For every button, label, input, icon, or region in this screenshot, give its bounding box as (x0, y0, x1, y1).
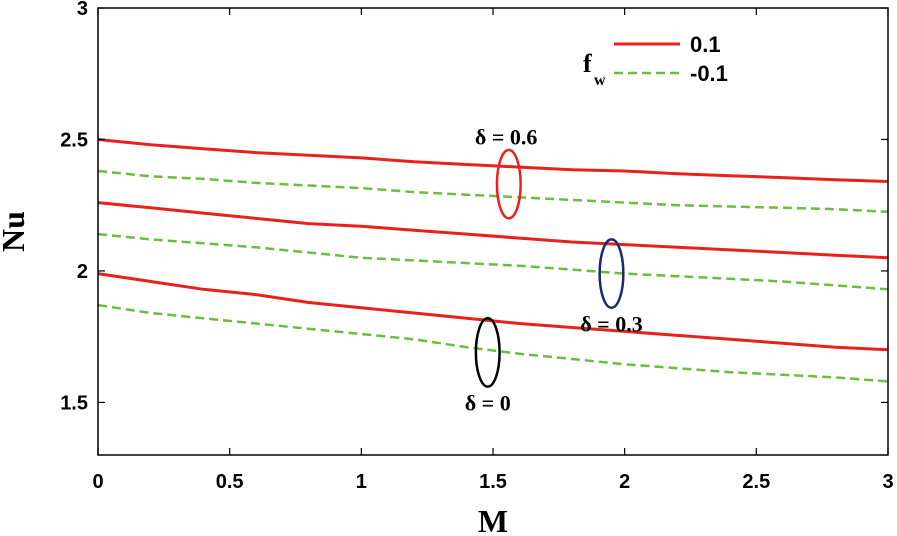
series-line-1 (97, 138, 889, 183)
y-tick-label: 1.5 (60, 392, 88, 414)
y-axis-label: Nu (0, 211, 31, 252)
x-axis-label: M (478, 503, 508, 536)
series-line-2 (97, 169, 889, 214)
annotation-ellipse-2 (598, 238, 625, 310)
x-tick-label: 1.5 (479, 471, 507, 493)
x-tick-label: 2 (619, 471, 630, 493)
x-tick-label: 2.5 (742, 471, 770, 493)
x-tick-label: 0.5 (216, 471, 244, 493)
annotations-group: δ = 0.6 δ = 0.3 δ = 0 (465, 125, 643, 416)
legend-label-1: 0.1 (690, 32, 721, 57)
annotation-ellipse-3 (474, 317, 501, 388)
axes-group: 0 0.5 1 1.5 2 2.5 3 1.5 2 2.5 3 (60, 0, 893, 493)
x-tick-label: 1 (356, 471, 367, 493)
x-tick-label: 3 (882, 471, 893, 493)
series-line-3 (97, 201, 889, 260)
annotation-ellipse-1 (495, 148, 522, 220)
plot-background (98, 8, 888, 455)
legend-label-2: -0.1 (690, 61, 728, 86)
legend-title-subscript: w (594, 72, 606, 89)
y-tick-label: 2.5 (60, 129, 88, 151)
series-line-4 (97, 232, 889, 291)
y-tick-label: 2 (77, 261, 88, 283)
legend-title: f (583, 49, 592, 78)
legend: fw 0.1 -0.1 (583, 32, 728, 89)
plot-area (98, 8, 888, 455)
annotation-label-2: δ = 0.3 (580, 311, 642, 336)
series-line-6 (97, 303, 889, 383)
y-tick-label: 3 (77, 0, 88, 20)
annotation-label-3: δ = 0 (465, 390, 511, 415)
x-tick-label: 0 (92, 471, 103, 493)
annotation-label-1: δ = 0.6 (475, 125, 537, 150)
